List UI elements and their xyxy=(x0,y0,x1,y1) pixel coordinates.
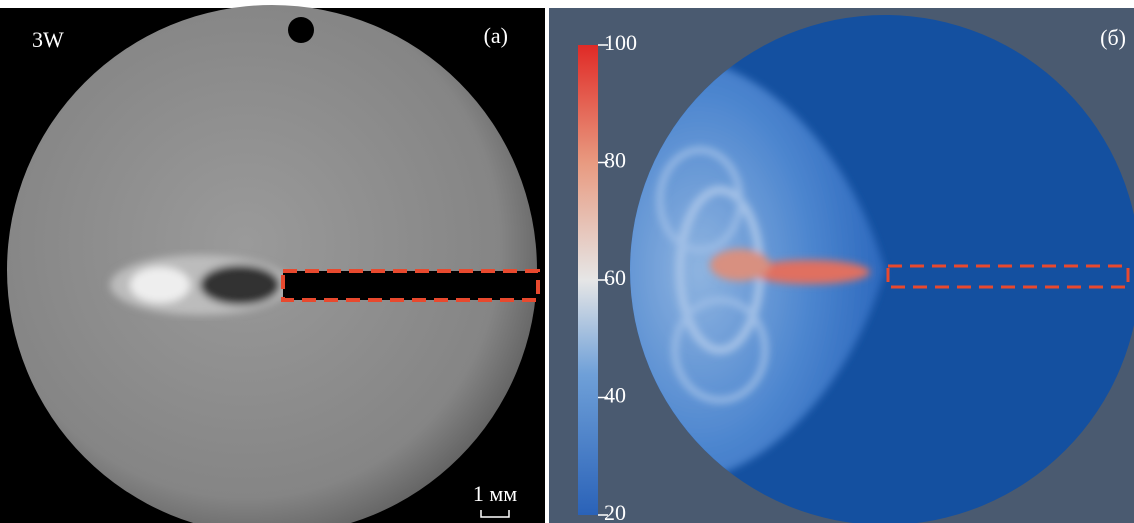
colorbar-tick-label: 100 xyxy=(604,30,637,55)
figure: 3W (a) 1 мм (б) 20 40 60 80 100 xyxy=(0,0,1134,523)
colorbar-tick-label: 80 xyxy=(604,148,626,173)
panel-label: (a) xyxy=(484,23,508,48)
nozzle xyxy=(283,271,538,300)
panel-tag: 3W xyxy=(32,27,64,52)
photo-disc xyxy=(7,5,537,523)
colorbar-tick-label: 40 xyxy=(604,383,626,408)
jet-photo xyxy=(110,255,290,315)
scale-label: 1 мм xyxy=(473,481,517,506)
panel-label: (б) xyxy=(1100,25,1126,50)
colorbar xyxy=(578,45,598,515)
colorbar-tick-label: 60 xyxy=(604,265,626,290)
notch xyxy=(288,17,314,43)
colorbar-tick-label: 20 xyxy=(604,500,626,523)
